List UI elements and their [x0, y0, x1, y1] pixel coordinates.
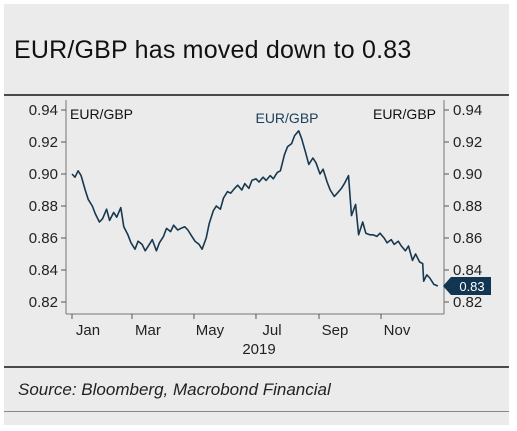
chart-panel: EUR/GBP has moved down to 0.83 0.94 0.94 0…: [4, 4, 509, 425]
eurgbp-series-line: [71, 130, 439, 287]
y-tick-label-left: 0.82: [29, 294, 58, 311]
last-value-label: 0.83: [459, 279, 484, 294]
y-tick-label-left: 0.86: [29, 230, 58, 247]
y-tick-label-right: 0.84: [453, 262, 482, 279]
x-axis-label: 2019: [242, 341, 275, 358]
y-tick-label-left: 0.90: [29, 166, 58, 183]
line-chart: 0.94 0.94 0.92 0.92 0.90 0.90 0.88 0.88 0.86 0.86…: [29, 100, 491, 358]
series-label-right: EUR/GBP: [373, 106, 436, 122]
x-tick-label: Jul: [262, 322, 281, 339]
series-label-center: EUR/GBP: [255, 110, 318, 126]
y-tick-label-right: 0.86: [453, 230, 482, 247]
x-tick-label: Jan: [76, 322, 100, 339]
source-divider: [4, 366, 509, 368]
x-tick-label: May: [196, 322, 225, 339]
y-tick-label-left: 0.88: [29, 198, 58, 215]
chart-title: EUR/GBP has moved down to 0.83: [14, 36, 412, 64]
y-tick-label-right: 0.92: [453, 134, 482, 151]
x-tick-label: Mar: [135, 322, 161, 339]
last-value-flag: [443, 277, 491, 295]
x-tick-label: Sep: [322, 322, 349, 339]
y-tick-label-left: 0.94: [29, 102, 58, 119]
y-tick-label-left: 0.84: [29, 262, 58, 279]
y-tick-label-right: 0.88: [453, 198, 482, 215]
y-tick-label-right: 0.90: [453, 166, 482, 183]
series-label-left: EUR/GBP: [70, 106, 133, 122]
x-tick-label: Nov: [384, 322, 411, 339]
source-note: Source: Bloomberg, Macrobond Financial: [18, 380, 331, 399]
y-tick-label-right: 0.82: [453, 294, 482, 311]
y-tick-label-right: 0.94: [453, 102, 482, 119]
y-tick-label-left: 0.92: [29, 134, 58, 151]
bottom-divider: [4, 411, 509, 412]
title-divider: [4, 94, 509, 96]
